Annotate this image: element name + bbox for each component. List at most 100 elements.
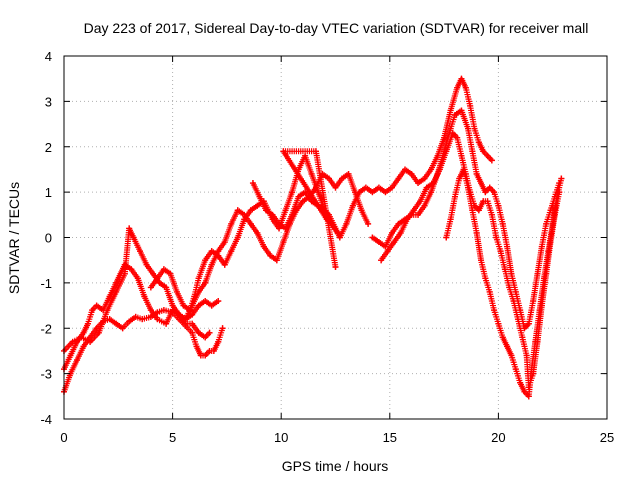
data-point bbox=[482, 275, 489, 282]
data-point bbox=[186, 307, 193, 314]
data-point bbox=[193, 343, 200, 350]
data-point bbox=[210, 347, 217, 354]
data-point bbox=[408, 211, 415, 218]
data-point bbox=[280, 239, 287, 246]
data-point bbox=[221, 261, 228, 268]
data-point bbox=[458, 107, 465, 114]
data-point bbox=[80, 329, 87, 336]
data-point bbox=[469, 148, 476, 155]
data-point bbox=[189, 329, 196, 336]
x-tick-label: 25 bbox=[600, 430, 614, 445]
data-point bbox=[543, 220, 550, 227]
data-point bbox=[356, 189, 363, 196]
data-point bbox=[521, 325, 528, 332]
data-point bbox=[221, 239, 228, 246]
data-point bbox=[128, 266, 135, 273]
data-point bbox=[208, 302, 215, 309]
data-point bbox=[139, 316, 146, 323]
data-point bbox=[519, 334, 526, 341]
data-point bbox=[87, 338, 94, 345]
data-point bbox=[495, 320, 502, 327]
data-point bbox=[189, 302, 196, 309]
data-point bbox=[536, 307, 543, 314]
data-point bbox=[454, 134, 461, 141]
data-point bbox=[388, 229, 395, 236]
data-point bbox=[464, 184, 471, 191]
x-axis-label: GPS time / hours bbox=[282, 458, 389, 474]
data-point bbox=[143, 261, 150, 268]
data-point bbox=[436, 166, 443, 173]
data-point bbox=[156, 279, 163, 286]
data-point bbox=[249, 180, 256, 187]
data-point bbox=[176, 311, 183, 318]
data-point bbox=[160, 266, 167, 273]
data-point bbox=[282, 225, 289, 232]
data-point bbox=[100, 318, 107, 325]
data-point bbox=[486, 288, 493, 295]
data-point bbox=[543, 270, 550, 277]
data-point bbox=[282, 207, 289, 214]
data-point bbox=[495, 202, 502, 209]
data-point bbox=[547, 207, 554, 214]
data-point bbox=[402, 166, 409, 173]
data-point bbox=[506, 284, 513, 291]
data-point bbox=[467, 102, 474, 109]
data-point bbox=[173, 288, 180, 295]
data-point bbox=[169, 302, 176, 309]
data-point bbox=[451, 111, 458, 118]
data-point bbox=[475, 207, 482, 214]
data-point bbox=[234, 207, 241, 214]
data-point bbox=[378, 257, 385, 264]
data-point bbox=[464, 125, 471, 132]
data-point bbox=[189, 311, 196, 318]
data-point bbox=[180, 302, 187, 309]
data-point bbox=[308, 170, 315, 177]
data-point bbox=[163, 284, 170, 291]
data-point bbox=[375, 184, 382, 191]
data-point bbox=[134, 275, 141, 282]
data-point bbox=[147, 313, 154, 320]
data-point bbox=[113, 288, 120, 295]
y-tick-label: 4 bbox=[45, 49, 52, 64]
y-tick-label: 1 bbox=[45, 185, 52, 200]
data-point bbox=[462, 170, 469, 177]
data-point bbox=[473, 229, 480, 236]
data-point bbox=[497, 248, 504, 255]
data-point bbox=[369, 189, 376, 196]
data-point bbox=[308, 198, 315, 205]
data-point bbox=[286, 220, 293, 227]
data-point bbox=[365, 220, 372, 227]
y-tick-label: -4 bbox=[40, 412, 52, 427]
data-point bbox=[517, 379, 524, 386]
data-point bbox=[525, 384, 532, 391]
data-point bbox=[482, 189, 489, 196]
data-point bbox=[551, 211, 558, 218]
data-point bbox=[147, 284, 154, 291]
data-point bbox=[428, 189, 435, 196]
data-point bbox=[415, 211, 422, 218]
data-point bbox=[332, 263, 339, 270]
data-point bbox=[475, 139, 482, 146]
data-point bbox=[558, 175, 565, 182]
data-point bbox=[556, 189, 563, 196]
data-point bbox=[538, 302, 545, 309]
data-point bbox=[514, 316, 521, 323]
data-point bbox=[312, 148, 319, 155]
data-point bbox=[478, 180, 485, 187]
data-point bbox=[254, 229, 261, 236]
data-point bbox=[358, 207, 365, 214]
axis-ticks: 0 5 10 15 20 25 -4 -3 -2 -1 0 1 2 3 4 bbox=[40, 49, 614, 445]
data-point bbox=[343, 220, 350, 227]
data-point bbox=[443, 148, 450, 155]
data-point bbox=[471, 202, 478, 209]
data-point bbox=[530, 298, 537, 305]
data-point bbox=[484, 152, 491, 159]
data-point bbox=[549, 220, 556, 227]
data-point bbox=[247, 207, 254, 214]
data-point bbox=[508, 270, 515, 277]
data-point bbox=[404, 216, 411, 223]
data-point bbox=[106, 293, 113, 300]
data-point bbox=[415, 180, 422, 187]
data-point bbox=[443, 234, 450, 241]
